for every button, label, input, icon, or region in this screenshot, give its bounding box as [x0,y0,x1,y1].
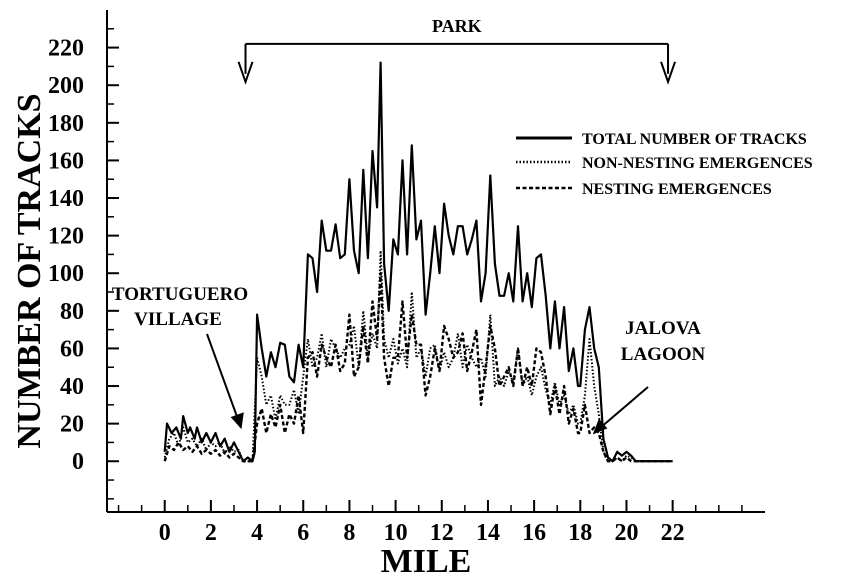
jalova-label-line1: JALOVA [625,318,701,339]
tortuguero-label-line2: VILLAGE [134,309,222,330]
y-axis-label: NUMBER OF TRACKS [11,93,48,448]
series-line-3 [163,272,673,463]
tortuguero-label-line1: TORTUGUERO [112,284,248,305]
jalova-label-line2: LAGOON [621,344,706,365]
series-line-2 [163,249,673,463]
x-tick-label: 8 [343,520,355,546]
series-layer [163,61,673,463]
y-tick-label: 160 [48,148,84,174]
park-arrow-left-head [237,61,254,85]
legend: TOTAL NUMBER OF TRACKS NON-NESTING EMERGE… [516,131,813,198]
jalova-arrow-head [592,418,608,435]
x-tick-label: 2 [205,520,217,546]
x-tick-label: 6 [297,520,309,546]
x-tick-label: 12 [430,520,454,546]
y-tick-label: 140 [48,186,84,212]
x-tick-label: 0 [159,520,171,546]
y-tick-label: 220 [48,36,84,62]
x-tick-label: 22 [661,520,685,546]
x-tick-label: 18 [568,520,592,546]
y-tick-label: 120 [48,224,84,250]
x-tick-label: 14 [476,520,500,546]
park-arrow-right-head [660,61,676,85]
legend-label-1: TOTAL NUMBER OF TRACKS [582,131,807,148]
park-label: PARK [432,16,482,36]
x-tick-label: 10 [384,520,408,546]
x-tick-label: 4 [251,520,263,546]
y-tick-label: 40 [60,374,84,400]
annotations: PARK TORTUGUERO VILLAGE JALOVA LAGOON [112,16,706,435]
axes: 0 20 40 60 80 100 120 140 160 180 200 220 0 2 4 6 8 10 12 1… [11,10,765,577]
y-tick-label: 60 [60,336,84,362]
y-tick-label: 180 [48,111,84,137]
legend-label-3: NESTING EMERGENCES [582,181,772,198]
y-tick-label: 100 [48,261,84,287]
y-tick-label: 0 [72,449,84,475]
tortuguero-arrow-head [230,412,244,430]
x-axis-label: MILE [381,543,472,577]
y-tick-label: 200 [48,73,84,99]
y-tick-label: 20 [60,412,84,438]
legend-label-2: NON-NESTING EMERGENCES [582,155,813,172]
x-tick-label: 20 [614,520,638,546]
y-tick-label: 80 [60,299,84,325]
x-tick-label: 16 [522,520,546,546]
tortuguero-arrow-shaft [206,333,242,428]
